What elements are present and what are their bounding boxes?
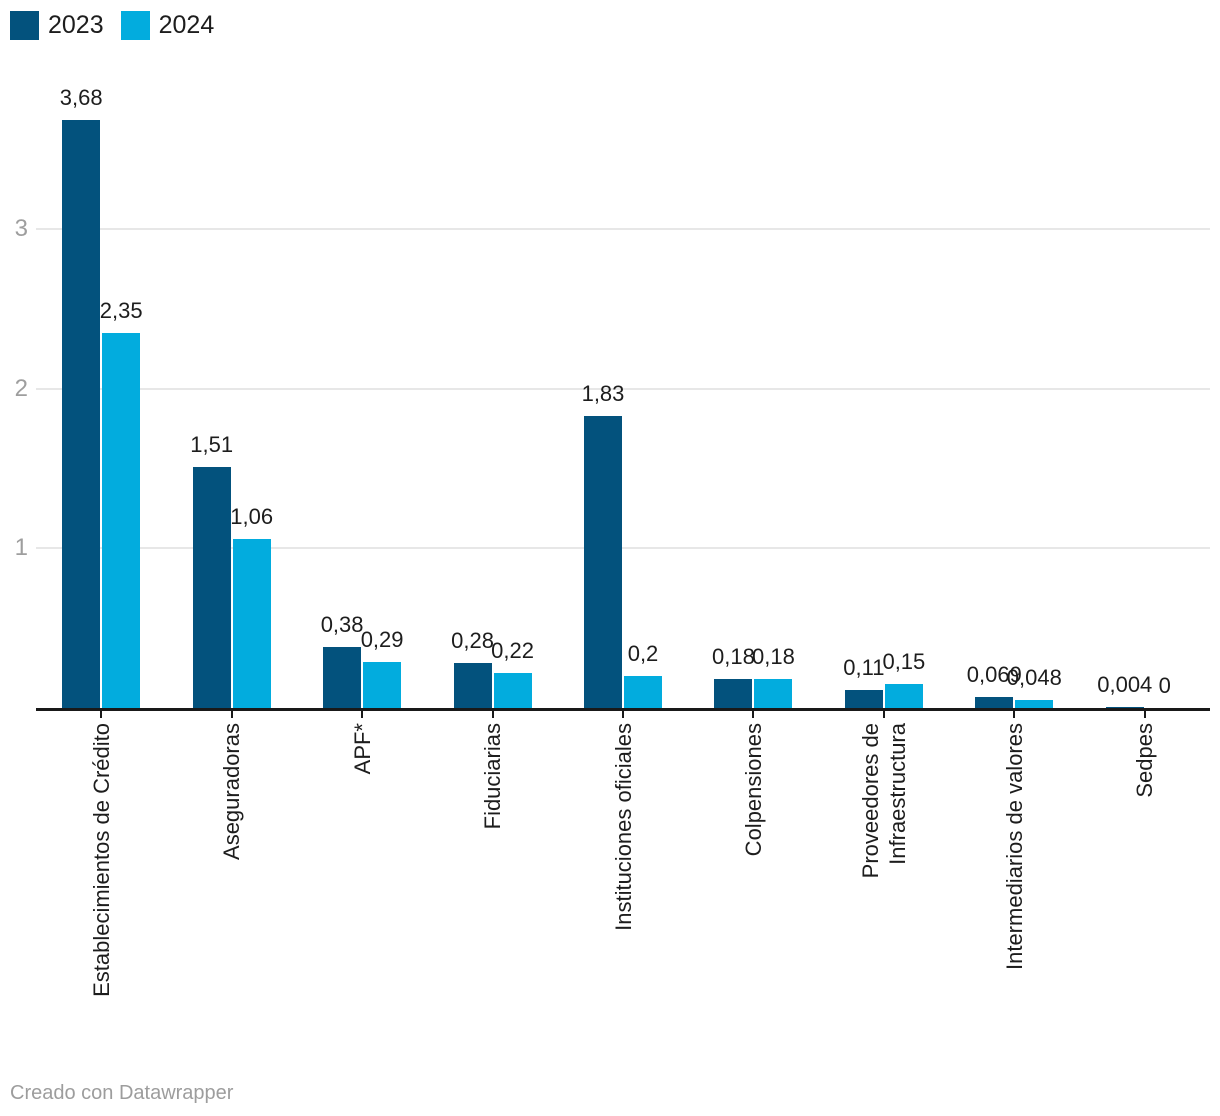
value-label-2024-4: 0,22 <box>491 637 534 663</box>
value-label-2023-2: 1,51 <box>190 431 234 457</box>
bar-2023-8 <box>975 696 1014 708</box>
bar-2023-9 <box>1105 707 1144 708</box>
bar-2024-1 <box>102 332 141 708</box>
y-axis-tick-label: 3 <box>14 214 28 242</box>
x-axis-tick <box>100 710 103 718</box>
category-label-1: Establecimientos de Crédito <box>88 723 114 997</box>
value-label-2023-8: 0,069 <box>966 661 1022 687</box>
legend-item-2023: 2023 <box>10 11 104 40</box>
bar-2023-4 <box>453 663 492 708</box>
value-label-2023-6: 0,18 <box>712 644 755 670</box>
category-label-6: Colpensiones <box>740 723 766 857</box>
value-label-2024-5: 0,2 <box>627 641 659 667</box>
legend: 2023 2024 <box>10 11 214 40</box>
value-label-2023-3: 0,38 <box>320 612 364 638</box>
x-axis-line <box>36 708 1210 711</box>
x-axis-tick <box>491 710 494 718</box>
legend-item-2024: 2024 <box>120 11 215 40</box>
gridline-2 <box>36 387 1210 390</box>
category-label-5: Instituciones oficiales <box>610 723 636 931</box>
bar-2023-7 <box>844 690 883 708</box>
y-axis-tick-label: 1 <box>14 534 28 562</box>
bar-2024-6 <box>754 679 793 708</box>
value-label-2024-8: 0,048 <box>1006 665 1062 691</box>
y-axis-tick-label: 2 <box>14 374 28 402</box>
footer-credit[interactable]: Creado con Datawrapper <box>10 1082 234 1104</box>
value-label-2023-1: 3,68 <box>59 85 103 111</box>
x-axis-tick <box>882 710 885 718</box>
bar-2023-6 <box>714 679 753 708</box>
gridline-3 <box>36 227 1210 230</box>
bar-2024-3 <box>363 661 402 708</box>
bar-2024-8 <box>1015 700 1054 708</box>
category-label-2: Aseguradoras <box>219 723 245 860</box>
category-label-3: APF* <box>349 723 375 775</box>
legend-label-2024: 2024 <box>158 11 215 39</box>
legend-label-2023: 2023 <box>48 11 104 39</box>
bar-2023-5 <box>584 415 622 708</box>
legend-swatch-2023 <box>10 11 39 40</box>
value-label-2023-7: 0,11 <box>843 655 885 681</box>
bar-2024-5 <box>624 676 662 708</box>
bar-2024-2 <box>232 538 271 708</box>
bar-2024-7 <box>884 684 923 708</box>
value-label-2023-9: 0,004 <box>1097 672 1153 698</box>
legend-swatch-2024 <box>120 11 150 40</box>
x-axis-tick <box>230 710 233 718</box>
value-label-2023-4: 0,28 <box>451 628 494 654</box>
bar-2024-4 <box>493 672 532 708</box>
value-label-2024-3: 0,29 <box>360 626 404 652</box>
category-label-8: Intermediarios de valores <box>1001 723 1027 971</box>
x-axis-tick <box>1013 710 1016 718</box>
category-label-9: Sedpes <box>1132 723 1158 798</box>
x-axis-tick <box>1143 710 1146 718</box>
x-axis-tick <box>361 710 364 718</box>
value-label-2024-1: 2,35 <box>99 297 143 323</box>
bar-2023-3 <box>323 647 362 708</box>
value-label-2024-9: 0 <box>1158 673 1171 698</box>
value-label-2023-5: 1,83 <box>581 380 625 406</box>
value-label-2024-6: 0,18 <box>752 644 795 670</box>
category-label-4: Fiduciarias <box>480 723 506 830</box>
category-label-7: Proveedores de Infraestructura <box>857 723 910 879</box>
value-label-2024-7: 0,15 <box>882 649 926 675</box>
gridline-1 <box>36 547 1210 550</box>
x-axis-tick <box>622 710 624 718</box>
x-axis-tick <box>752 710 755 718</box>
bar-2023-2 <box>192 466 231 708</box>
value-label-2024-2: 1,06 <box>230 503 274 529</box>
bar-2023-1 <box>62 120 101 708</box>
